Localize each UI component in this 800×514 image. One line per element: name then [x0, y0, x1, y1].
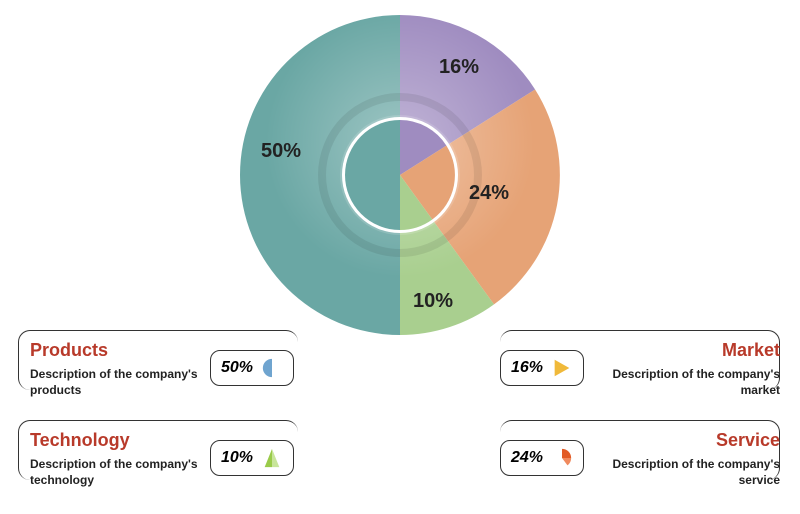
legend-service: Service Description of the company's ser… — [580, 430, 780, 488]
donut-chart: 16% 24% 10% 50% — [235, 10, 565, 340]
legend-title-technology: Technology — [30, 430, 230, 451]
legend-title-service: Service — [580, 430, 780, 451]
legend-products: Products Description of the company's pr… — [30, 340, 230, 398]
pct-box-market: 16% — [500, 350, 584, 386]
pct-value-technology: 10% — [221, 449, 253, 467]
pct-value-products: 50% — [221, 359, 253, 377]
legend-title-products: Products — [30, 340, 230, 361]
legend-desc-products: Description of the company's products — [30, 367, 230, 398]
half-circle-icon — [261, 357, 283, 379]
pct-box-products: 50% — [210, 350, 294, 386]
pct-value-market: 16% — [511, 359, 543, 377]
legend-title-market: Market — [580, 340, 780, 361]
legend-technology: Technology Description of the company's … — [30, 430, 230, 488]
pct-value-service: 24% — [511, 449, 543, 467]
slice-label-service: 24% — [469, 182, 509, 205]
legend-desc-technology: Description of the company's technology — [30, 457, 230, 488]
legend-market: Market Description of the company's mark… — [580, 340, 780, 398]
play-icon — [551, 357, 573, 379]
triangle-icon — [261, 447, 283, 469]
pct-box-service: 24% — [500, 440, 584, 476]
legend-desc-service: Description of the company's service — [580, 457, 780, 488]
legend-desc-market: Description of the company's market — [580, 367, 780, 398]
slice-label-technology: 10% — [413, 290, 453, 313]
slice-label-products: 50% — [261, 140, 301, 163]
pct-box-technology: 10% — [210, 440, 294, 476]
quarter-icon — [551, 447, 573, 469]
slice-label-market: 16% — [439, 56, 479, 79]
